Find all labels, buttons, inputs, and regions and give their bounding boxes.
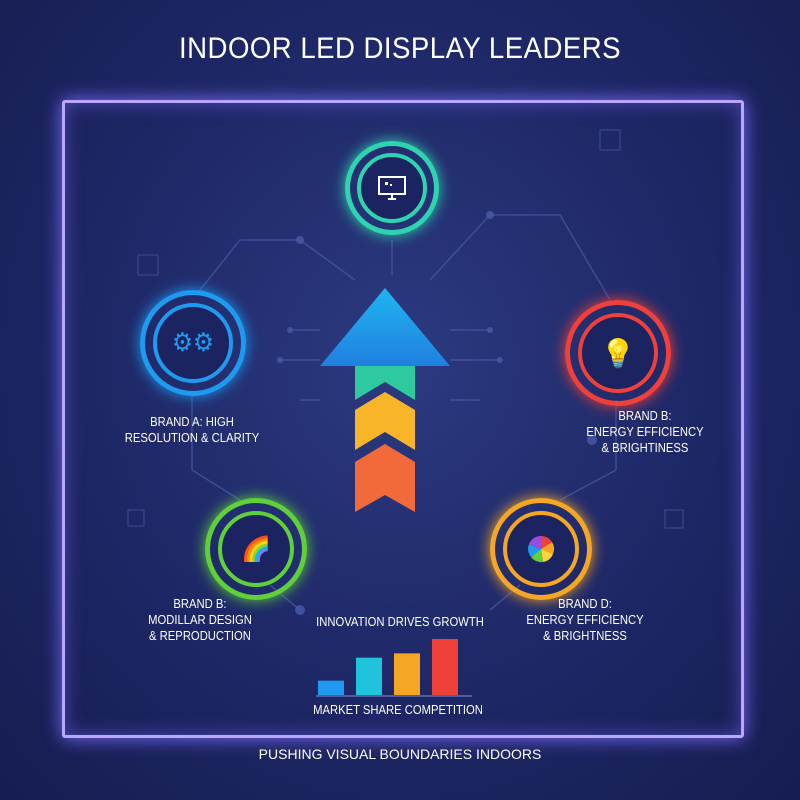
brand-b-energy-label: BRAND B: ENERGY EFFICIENCY & BRIGHTINESS	[564, 408, 726, 456]
brand-a-label: BRAND A: HIGH RESOLUTION & CLARITY	[102, 414, 282, 446]
footer-tagline: PUSHING VISUAL BOUNDARIES INDOORS	[258, 746, 542, 762]
market-bar	[356, 657, 382, 695]
arrow-head	[320, 288, 450, 366]
brand-d-badge	[490, 498, 592, 600]
chevron-yellow	[355, 392, 415, 450]
market-share-caption: MARKET SHARE COMPETITION	[313, 703, 483, 717]
brand-b-modular-line1: BRAND B:	[173, 597, 227, 611]
innovation-caption: INNOVATION DRIVES GROWTH	[316, 615, 484, 629]
brand-a-line2: RESOLUTION & CLARITY	[124, 431, 260, 445]
brand-b-modular-badge: 🌈	[205, 498, 307, 600]
lightbulb-icon: 💡	[600, 336, 636, 370]
market-bar	[432, 639, 458, 695]
brand-d-label: BRAND D: ENERGY EFFICIENCY & BRIGHTNESS	[518, 596, 653, 644]
monitor-icon	[378, 176, 406, 200]
brand-d-line3: & BRIGHTNESS	[543, 629, 627, 643]
color-wheel-icon	[528, 535, 555, 563]
brand-d-line1: BRAND D:	[558, 597, 612, 611]
brand-b-modular-line3: & REPRODUCTION	[149, 629, 251, 643]
chevron-orange	[355, 444, 415, 512]
brand-b-modular-label: BRAND B: MODILLAR DESIGN & REPRODUCTION	[128, 596, 272, 644]
chevron-green	[355, 366, 415, 400]
monitor-badge	[345, 141, 439, 235]
brand-d-line2: ENERGY EFFICIENCY	[526, 613, 644, 627]
gears-icon: ⚙⚙	[172, 328, 214, 358]
brand-b-modular-line2: MODILLAR DESIGN	[148, 613, 252, 627]
brand-b-energy-line3: & BRIGHTINESS	[601, 441, 689, 455]
market-bar	[394, 653, 420, 695]
brand-a-badge: ⚙⚙	[140, 290, 246, 396]
rainbow-icon: 🌈	[241, 535, 271, 563]
brand-a-line1: BRAND A: HIGH	[150, 415, 234, 429]
brand-b-energy-line2: ENERGY EFFICIENCY	[586, 425, 704, 439]
brand-b-energy-badge: 💡	[565, 300, 671, 406]
brand-b-energy-line1: BRAND B:	[618, 409, 672, 423]
glowing-frame	[62, 100, 744, 738]
page-title: INDOOR LED DISPLAY LEADERS	[179, 32, 621, 65]
market-bar	[318, 680, 344, 695]
